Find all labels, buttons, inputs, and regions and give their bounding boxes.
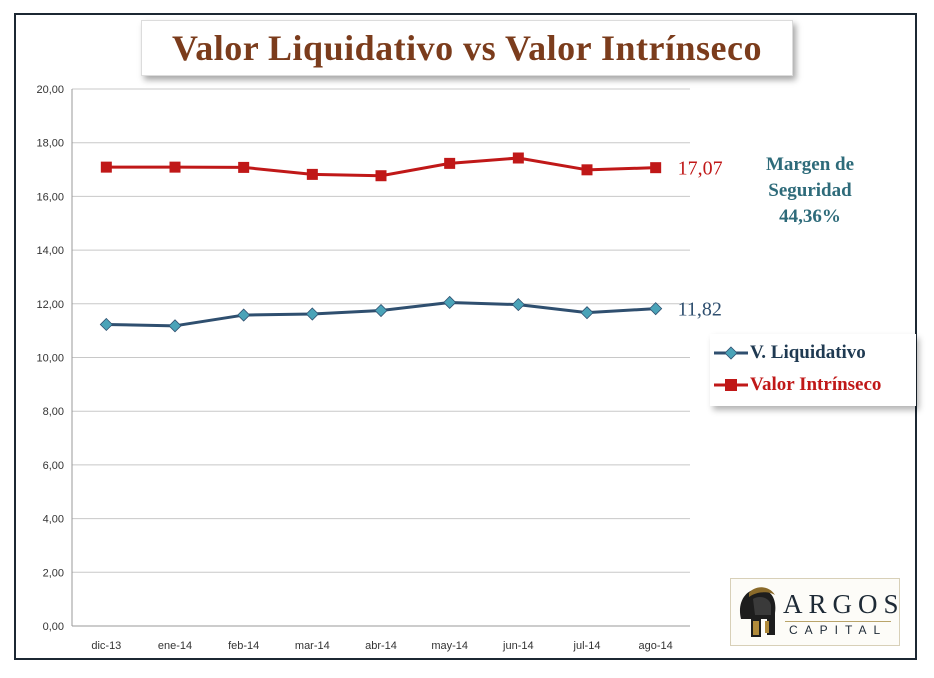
margin-annotation: Margen de Seguridad 44,36%: [735, 152, 885, 230]
x-tick-label: jun-14: [502, 640, 534, 652]
data-point: [580, 306, 594, 320]
legend-item-intrinseco: Valor Intrínseco: [714, 370, 881, 400]
x-tick-label: ago-14: [639, 640, 673, 652]
y-tick-label: 16,00: [36, 191, 64, 203]
logo-divider: [785, 621, 891, 622]
x-tick-label: feb-14: [228, 640, 259, 652]
data-point: [649, 302, 663, 316]
y-tick-label: 4,00: [43, 514, 64, 526]
axes: 0,00 2,00 4,00 6,00 8,00 10,00 12,00 14,00 16,00…: [36, 84, 672, 652]
series-liquidativo: [99, 295, 663, 333]
x-tick-label: jul-14: [573, 640, 601, 652]
logo-name: ARGOS: [783, 589, 905, 619]
legend-item-liquidativo: V. Liquidativo: [714, 338, 866, 368]
y-tick-label: 14,00: [36, 245, 64, 257]
data-point: [374, 303, 388, 318]
x-tick-label: abr-14: [365, 640, 397, 652]
logo-subtitle: CAPITAL: [789, 623, 888, 637]
labels: 11,82 17,07: [678, 158, 723, 321]
y-tick-label: 20,00: [36, 84, 64, 96]
legend-swatch-intrinseco: [714, 379, 748, 391]
data-point: [511, 298, 525, 312]
legend-swatch-liquidativo: [714, 346, 748, 360]
margin-line-1: Margen de: [765, 154, 855, 175]
chart-title: Valor Liquidativo vs Valor Intrínseco: [172, 28, 762, 68]
chart-title-box: Valor Liquidativo vs Valor Intrínseco: [141, 20, 793, 76]
data-point: [306, 168, 318, 180]
data-point: [238, 161, 250, 173]
data-point: [581, 164, 593, 176]
x-tick-label: ene-14: [158, 640, 192, 652]
y-tick-label: 6,00: [43, 460, 64, 472]
data-point: [305, 307, 319, 321]
x-tick-label: dic-13: [91, 640, 121, 652]
y-tick-label: 18,00: [36, 138, 64, 150]
end-value-label: 17,07: [678, 158, 723, 180]
data-point: [99, 317, 113, 332]
end-value-label: 11,82: [678, 299, 722, 321]
y-tick-label: 8,00: [43, 406, 64, 418]
data-point: [375, 170, 387, 182]
y-tick-label: 12,00: [36, 299, 64, 311]
margin-value: 44,36%: [779, 206, 841, 227]
series-intrinseco: [100, 152, 662, 182]
data-point: [169, 161, 181, 173]
gridlines: [72, 88, 690, 627]
legend-label-liquidativo: V. Liquidativo: [750, 342, 866, 363]
spartan-helmet-icon: [739, 587, 776, 637]
x-tick-label: mar-14: [295, 640, 330, 652]
data-point: [237, 308, 251, 322]
legend-label-intrinseco: Valor Intrínseco: [750, 374, 882, 395]
data-point: [650, 162, 662, 174]
margin-line-2: Seguridad: [768, 180, 852, 201]
x-tick-label: may-14: [431, 640, 468, 652]
data-point: [100, 161, 112, 173]
y-tick-label: 0,00: [43, 621, 64, 633]
legend: V. Liquidativo Valor Intrínseco: [710, 334, 916, 406]
y-tick-label: 10,00: [36, 353, 64, 365]
y-tick-label: 2,00: [43, 567, 64, 579]
data-point: [168, 319, 182, 333]
data-point: [444, 157, 456, 169]
data-point: [512, 152, 524, 164]
series: [99, 152, 663, 333]
data-point: [443, 295, 457, 310]
argos-capital-logo: ARGOS CAPITAL: [730, 578, 900, 646]
